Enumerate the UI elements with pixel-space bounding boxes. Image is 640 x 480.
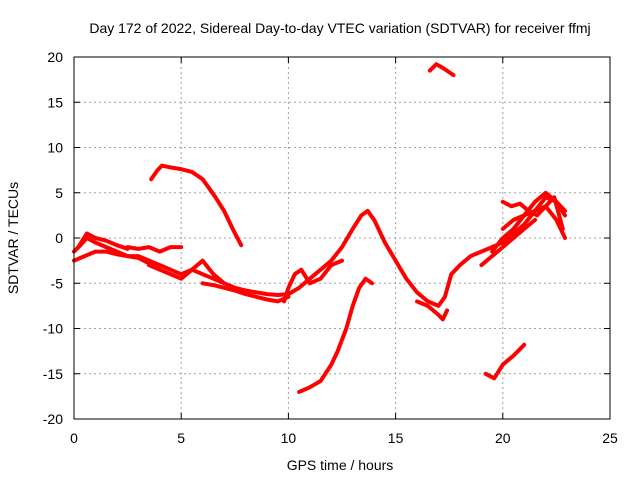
series-main-trace <box>72 195 567 308</box>
series-trace-c <box>76 231 130 251</box>
chart-title: Day 172 of 2022, Sidereal Day-to-day VTE… <box>89 20 590 36</box>
x-tick-labels: 0 5 10 15 20 25 <box>70 430 618 446</box>
series-trace-m <box>479 217 537 268</box>
series-trace-g <box>200 281 291 304</box>
x-tick-label: 15 <box>388 430 404 446</box>
y-tick-label: 20 <box>47 49 63 65</box>
grid <box>74 57 610 419</box>
x-tick-label: 20 <box>495 430 511 446</box>
y-axis-label: SDTVAR / TECUs <box>5 182 21 294</box>
series-trace-h <box>282 258 344 304</box>
x-tick-label: 25 <box>602 430 618 446</box>
series-trace-j <box>427 62 456 78</box>
y-tick-label: 15 <box>47 94 63 110</box>
series-trace-l <box>483 342 527 381</box>
series-trace-b <box>72 249 162 272</box>
y-tick-label: -10 <box>43 321 63 337</box>
y-tick-label: -5 <box>51 275 64 291</box>
x-axis-label: GPS time / hours <box>287 457 394 473</box>
series-trace-f <box>149 163 244 248</box>
series-trace-d <box>125 245 184 254</box>
x-tick-label: 5 <box>177 430 185 446</box>
series-trace-i <box>297 276 374 394</box>
series-layer <box>72 62 567 394</box>
y-tick-label: -20 <box>43 411 63 427</box>
x-tick-label: 0 <box>70 430 78 446</box>
axis-ticks <box>73 56 611 420</box>
series-trace-e <box>147 258 246 295</box>
series-trace-k <box>415 299 450 322</box>
y-tick-label: 0 <box>55 230 63 246</box>
series-trace-p <box>500 204 567 240</box>
y-tick-label: 5 <box>55 185 63 201</box>
y-tick-label: -15 <box>43 366 63 382</box>
y-tick-labels: -20 -15 -10 -5 0 5 10 15 20 <box>43 49 63 427</box>
y-tick-label: 10 <box>47 140 63 156</box>
x-tick-label: 10 <box>281 430 297 446</box>
